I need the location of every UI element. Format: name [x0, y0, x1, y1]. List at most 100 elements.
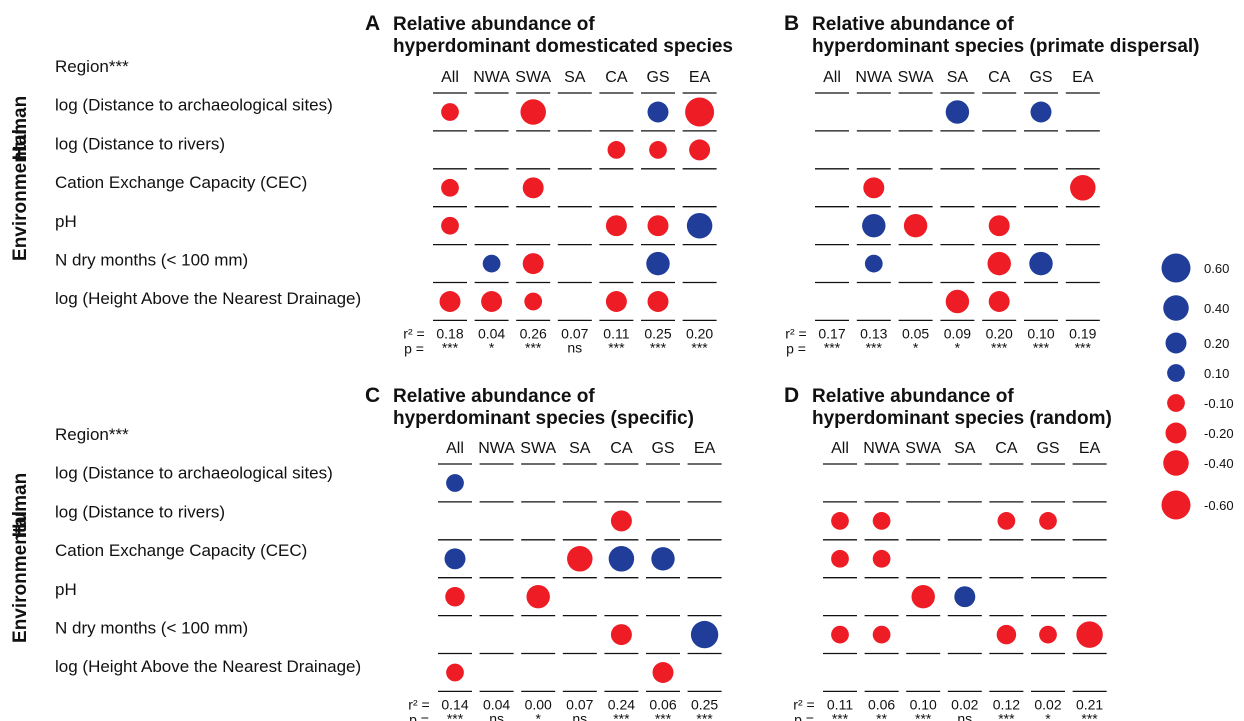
column-header: NWA — [473, 69, 510, 86]
p-value: *** — [1075, 339, 1092, 355]
legend-circle — [1161, 253, 1191, 283]
row-label: N dry months (< 100 mm) — [55, 619, 248, 638]
r2-value: 0.26 — [520, 325, 547, 341]
panel-letter: A — [365, 12, 380, 35]
r2-label: r² = — [793, 696, 814, 712]
column-header: SA — [947, 69, 969, 86]
p-value: *** — [650, 339, 667, 355]
p-value: ns — [489, 710, 504, 721]
row-label: Region*** — [55, 425, 129, 444]
legend-label: 0.60 — [1204, 261, 1229, 276]
p-value: *** — [696, 710, 713, 721]
panel-title: Relative abundance of — [812, 14, 1014, 35]
effect-circle — [482, 254, 501, 273]
p-label: p = — [409, 711, 429, 721]
effect-circle — [690, 620, 719, 649]
effect-circle — [685, 97, 715, 127]
legend-circle — [1165, 332, 1187, 354]
effect-circle — [610, 510, 632, 532]
panel-letter: D — [784, 384, 799, 407]
p-value: *** — [608, 339, 625, 355]
effect-circle — [441, 103, 459, 121]
effect-circle — [607, 141, 626, 159]
row-label: Cation Exchange Capacity (CEC) — [55, 173, 307, 192]
effect-circle — [444, 548, 466, 570]
side-label-environmental-top: Environmental — [10, 129, 31, 261]
effect-circle — [441, 178, 459, 197]
column-header: All — [831, 440, 849, 457]
effect-circle — [954, 586, 976, 608]
effect-circle — [945, 289, 970, 314]
p-value: *** — [1081, 710, 1098, 721]
row-label: N dry months (< 100 mm) — [55, 251, 248, 270]
r2-value: 0.00 — [525, 696, 552, 712]
effect-circle — [863, 177, 885, 199]
p-value: * — [1045, 710, 1051, 721]
effect-circle — [872, 549, 891, 568]
panel-letter: B — [784, 12, 799, 35]
r2-label: r² = — [785, 325, 806, 341]
column-header: NWA — [855, 69, 892, 86]
panel-title: hyperdominant species (random) — [812, 408, 1112, 429]
row-label: log (Height Above the Nearest Drainage) — [55, 289, 361, 308]
p-value: *** — [866, 339, 883, 355]
effect-circle — [996, 624, 1017, 645]
column-header: EA — [1079, 440, 1101, 457]
column-header: EA — [1072, 69, 1094, 86]
p-value: ** — [876, 710, 887, 721]
effect-circle — [872, 625, 891, 644]
column-header: CA — [988, 69, 1011, 86]
panel-title: hyperdominant species (primate dispersal… — [812, 36, 1200, 57]
row-label: Region*** — [55, 57, 129, 76]
side-label-human-bottom: Human — [10, 473, 31, 537]
panel-title: Relative abundance of — [812, 386, 1014, 407]
column-header: CA — [995, 440, 1018, 457]
r2-value: 0.18 — [436, 325, 463, 341]
row-label: log (Distance to rivers) — [55, 502, 225, 521]
row-label: log (Distance to archaeological sites) — [55, 464, 333, 483]
column-header: EA — [689, 69, 711, 86]
p-value: *** — [525, 339, 542, 355]
r2-label: r² = — [403, 325, 424, 341]
row-labels-top: Region*** log (Distance to archaeological… — [55, 57, 361, 308]
r2-value: 0.10 — [1027, 325, 1054, 341]
effect-circle — [652, 662, 674, 683]
r2-value: 0.13 — [860, 325, 887, 341]
effect-circle — [862, 213, 886, 238]
legend-label: 0.40 — [1204, 301, 1229, 316]
row-label: log (Distance to archaeological sites) — [55, 96, 333, 115]
p-value: * — [955, 339, 961, 355]
column-header: SWA — [520, 440, 556, 457]
panel-title: hyperdominant domesticated species — [393, 36, 733, 57]
effect-circle — [526, 584, 550, 609]
effect-circle — [646, 251, 670, 276]
effect-circle — [520, 99, 546, 125]
p-value: *** — [991, 339, 1008, 355]
row-label: log (Distance to rivers) — [55, 134, 225, 153]
effect-circle — [831, 549, 849, 568]
effect-circle — [945, 100, 970, 124]
r2-value: 0.06 — [868, 696, 895, 712]
r2-value: 0.25 — [644, 325, 671, 341]
p-value: *** — [998, 710, 1015, 721]
p-value: ns — [567, 339, 582, 355]
legend-circle — [1167, 394, 1185, 412]
effect-circle — [605, 215, 627, 237]
column-header: GS — [1029, 69, 1052, 86]
r2-value: 0.07 — [561, 325, 588, 341]
column-header: SWA — [905, 440, 941, 457]
column-header: All — [823, 69, 841, 86]
row-label: Cation Exchange Capacity (CEC) — [55, 541, 307, 560]
legend-circle — [1163, 295, 1189, 321]
effect-circle — [1039, 512, 1057, 530]
r2-value: 0.02 — [1034, 696, 1061, 712]
panels: A Relative abundance of hyperdominant dome… — [365, 12, 1200, 721]
legend-label: -0.40 — [1204, 456, 1234, 471]
p-value: *** — [824, 339, 841, 355]
effect-circle — [831, 512, 849, 530]
p-label: p = — [794, 711, 814, 721]
effect-circle — [567, 546, 593, 572]
effect-circle — [1039, 625, 1057, 644]
